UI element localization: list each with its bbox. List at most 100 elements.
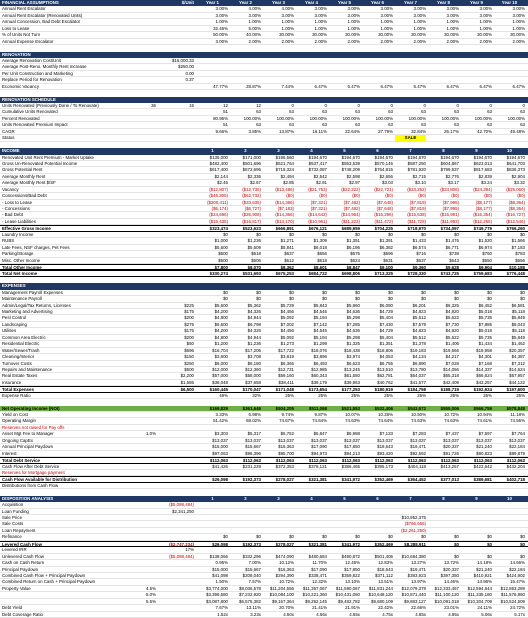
value-cell: $91,726: [443, 450, 459, 456]
value-cell: $18,643: [377, 566, 393, 572]
value-cell: 6.47%: [446, 83, 459, 89]
value-cell: 51: [223, 109, 228, 115]
data-row: - Concessions ($6,174) ($6,727) ($7,183) ($7…: [0, 206, 528, 213]
value-cell: $0: [520, 541, 525, 547]
value-cell: $2,904: [511, 173, 525, 179]
value-cell: 100.00%: [243, 115, 261, 121]
value-cell: 4.65x: [349, 611, 360, 617]
value-cell: $1,271: [280, 238, 294, 244]
column-header: Year 3: [272, 0, 285, 5]
value-cell: ($7,482): [343, 206, 360, 211]
data-row: Sale Costs ($766,666): [0, 521, 528, 528]
value-cell: $432,204: [506, 463, 525, 469]
value-cell: $44,122: [509, 379, 525, 385]
row-label: Average Post-Reno. Monthly Rent Increase: [2, 64, 87, 70]
value-cell: $7,764: [511, 431, 525, 437]
value-cell: $0: [454, 231, 459, 237]
row-label: Late Fees, NSF charges, Pet Fees: [2, 244, 70, 250]
row-label: Distributions from Cash Flow: [2, 482, 59, 488]
data-row: - Bad Debt ($24,696) ($26,908) ($14,366) ($1…: [0, 212, 528, 219]
value-cell: 1.00%: [281, 19, 294, 25]
data-row: Annual Principal Paydown $15,000 $15,667 $1…: [0, 444, 528, 451]
row-label: Cash Flow Available for Distribution: [2, 477, 78, 483]
value-cell: $5,600: [214, 244, 228, 250]
data-row: Status SALE: [0, 135, 528, 142]
value-cell: $278,027: [275, 541, 294, 547]
row-label: Combined Return on Cash + Principal Payd…: [2, 579, 96, 585]
value-cell: $3,396,580: [206, 592, 228, 598]
value-cell: $0: [520, 534, 525, 540]
row-unit: $200: [184, 334, 194, 340]
value-cell: $10,648,120: [368, 592, 393, 598]
value-cell: $1,476: [445, 238, 459, 244]
data-row: Yield on Cost 3.33% 6.98% 9.74% 9.87% 10.07% 1…: [0, 412, 528, 419]
value-cell: ($7,819): [409, 199, 426, 205]
value-cell: $39,179: [311, 379, 327, 385]
value-cell: 2.00%: [347, 38, 360, 44]
value-cell: $6,493: [313, 360, 327, 366]
value-cell: 4.00%: [248, 6, 261, 12]
value-cell: 25%: [450, 392, 459, 398]
value-cell: $194,670: [308, 154, 327, 160]
value-cell: $16,363: [278, 444, 294, 450]
value-cell: $13,037: [212, 437, 228, 443]
value-cell: $96,396: [245, 450, 261, 456]
value-cell: ($12,546): [506, 218, 525, 224]
value-cell: $13,037: [278, 437, 294, 443]
value-cell: $194,670: [341, 154, 360, 160]
value-cell: $4,800: [214, 315, 228, 321]
value-cell: $587,250: [407, 160, 426, 166]
value-cell: $7,002: [280, 321, 294, 327]
row-label: Total Net Income: [2, 271, 38, 277]
value-cell: 25%: [285, 392, 294, 398]
value-cell: $4,456: [280, 309, 294, 314]
column-header: 3: [277, 148, 280, 154]
value-cell: 100.00%: [507, 115, 525, 121]
value-cell: $38,048: [212, 379, 228, 385]
section-header: FINANCIAL ASSUMPTIONS $/Unit Year 1 Year 2 Y…: [0, 0, 528, 7]
value-cell: ($200,411): [207, 199, 228, 205]
section-title: RENOVATION: [2, 51, 31, 57]
row-label: Insurance: [2, 379, 22, 385]
value-cell: 5.06x: [481, 611, 492, 617]
value-cell: $781,920: [407, 167, 426, 173]
section-title: DISPOSITION ANALYSIS: [2, 495, 54, 501]
value-cell: $6,574: [412, 244, 426, 250]
value-cell: $0: [487, 553, 492, 559]
value-cell: $13,037: [344, 437, 360, 443]
value-cell: 74.64%: [378, 418, 393, 424]
data-row: Late Fees, NSF charges, Pet Fees $5,600 $5…: [0, 244, 528, 252]
value-cell: $749,779: [473, 226, 492, 232]
row-label: Combined Cash Flow + Principal Paydown: [2, 572, 86, 578]
value-cell: 3.00%: [347, 12, 360, 18]
row-unit: $2,341,250: [172, 508, 194, 514]
value-cell: 6.47%: [512, 83, 525, 89]
value-cell: 28.87%: [246, 83, 261, 89]
value-cell: $4,920: [445, 309, 459, 314]
value-cell: $12,985: [311, 366, 327, 372]
value-cell: ($8,177): [475, 199, 492, 205]
value-cell: $0: [322, 534, 327, 540]
value-cell: ($8,364): [508, 199, 525, 205]
value-cell: $5,298: [346, 315, 360, 321]
value-cell: $2,336: [247, 173, 261, 179]
value-cell: ($15,435): [209, 218, 228, 224]
value-cell: $89,879: [509, 450, 525, 456]
value-cell: ($16,727): [506, 212, 525, 218]
value-cell: 3.00%: [413, 6, 426, 12]
value-cell: $171,048: [275, 387, 294, 393]
value-cell: $10,091,018: [434, 598, 459, 604]
value-cell: $192,373: [242, 477, 261, 483]
value-cell: 63: [487, 109, 492, 115]
value-cell: 3.85%: [248, 128, 261, 134]
value-cell: 25%: [483, 392, 492, 398]
row-label: Residential Electric: [2, 341, 40, 347]
row-label: Property Value: [2, 585, 31, 591]
value-cell: 63: [520, 109, 525, 115]
value-cell: 1.00%: [479, 19, 492, 25]
value-cell: $1,309: [313, 238, 327, 244]
value-cell: $26,098: [212, 541, 228, 547]
value-cell: 0: [390, 103, 393, 108]
value-cell: $10,871,440: [401, 592, 426, 598]
value-cell: $6,581: [511, 302, 525, 308]
